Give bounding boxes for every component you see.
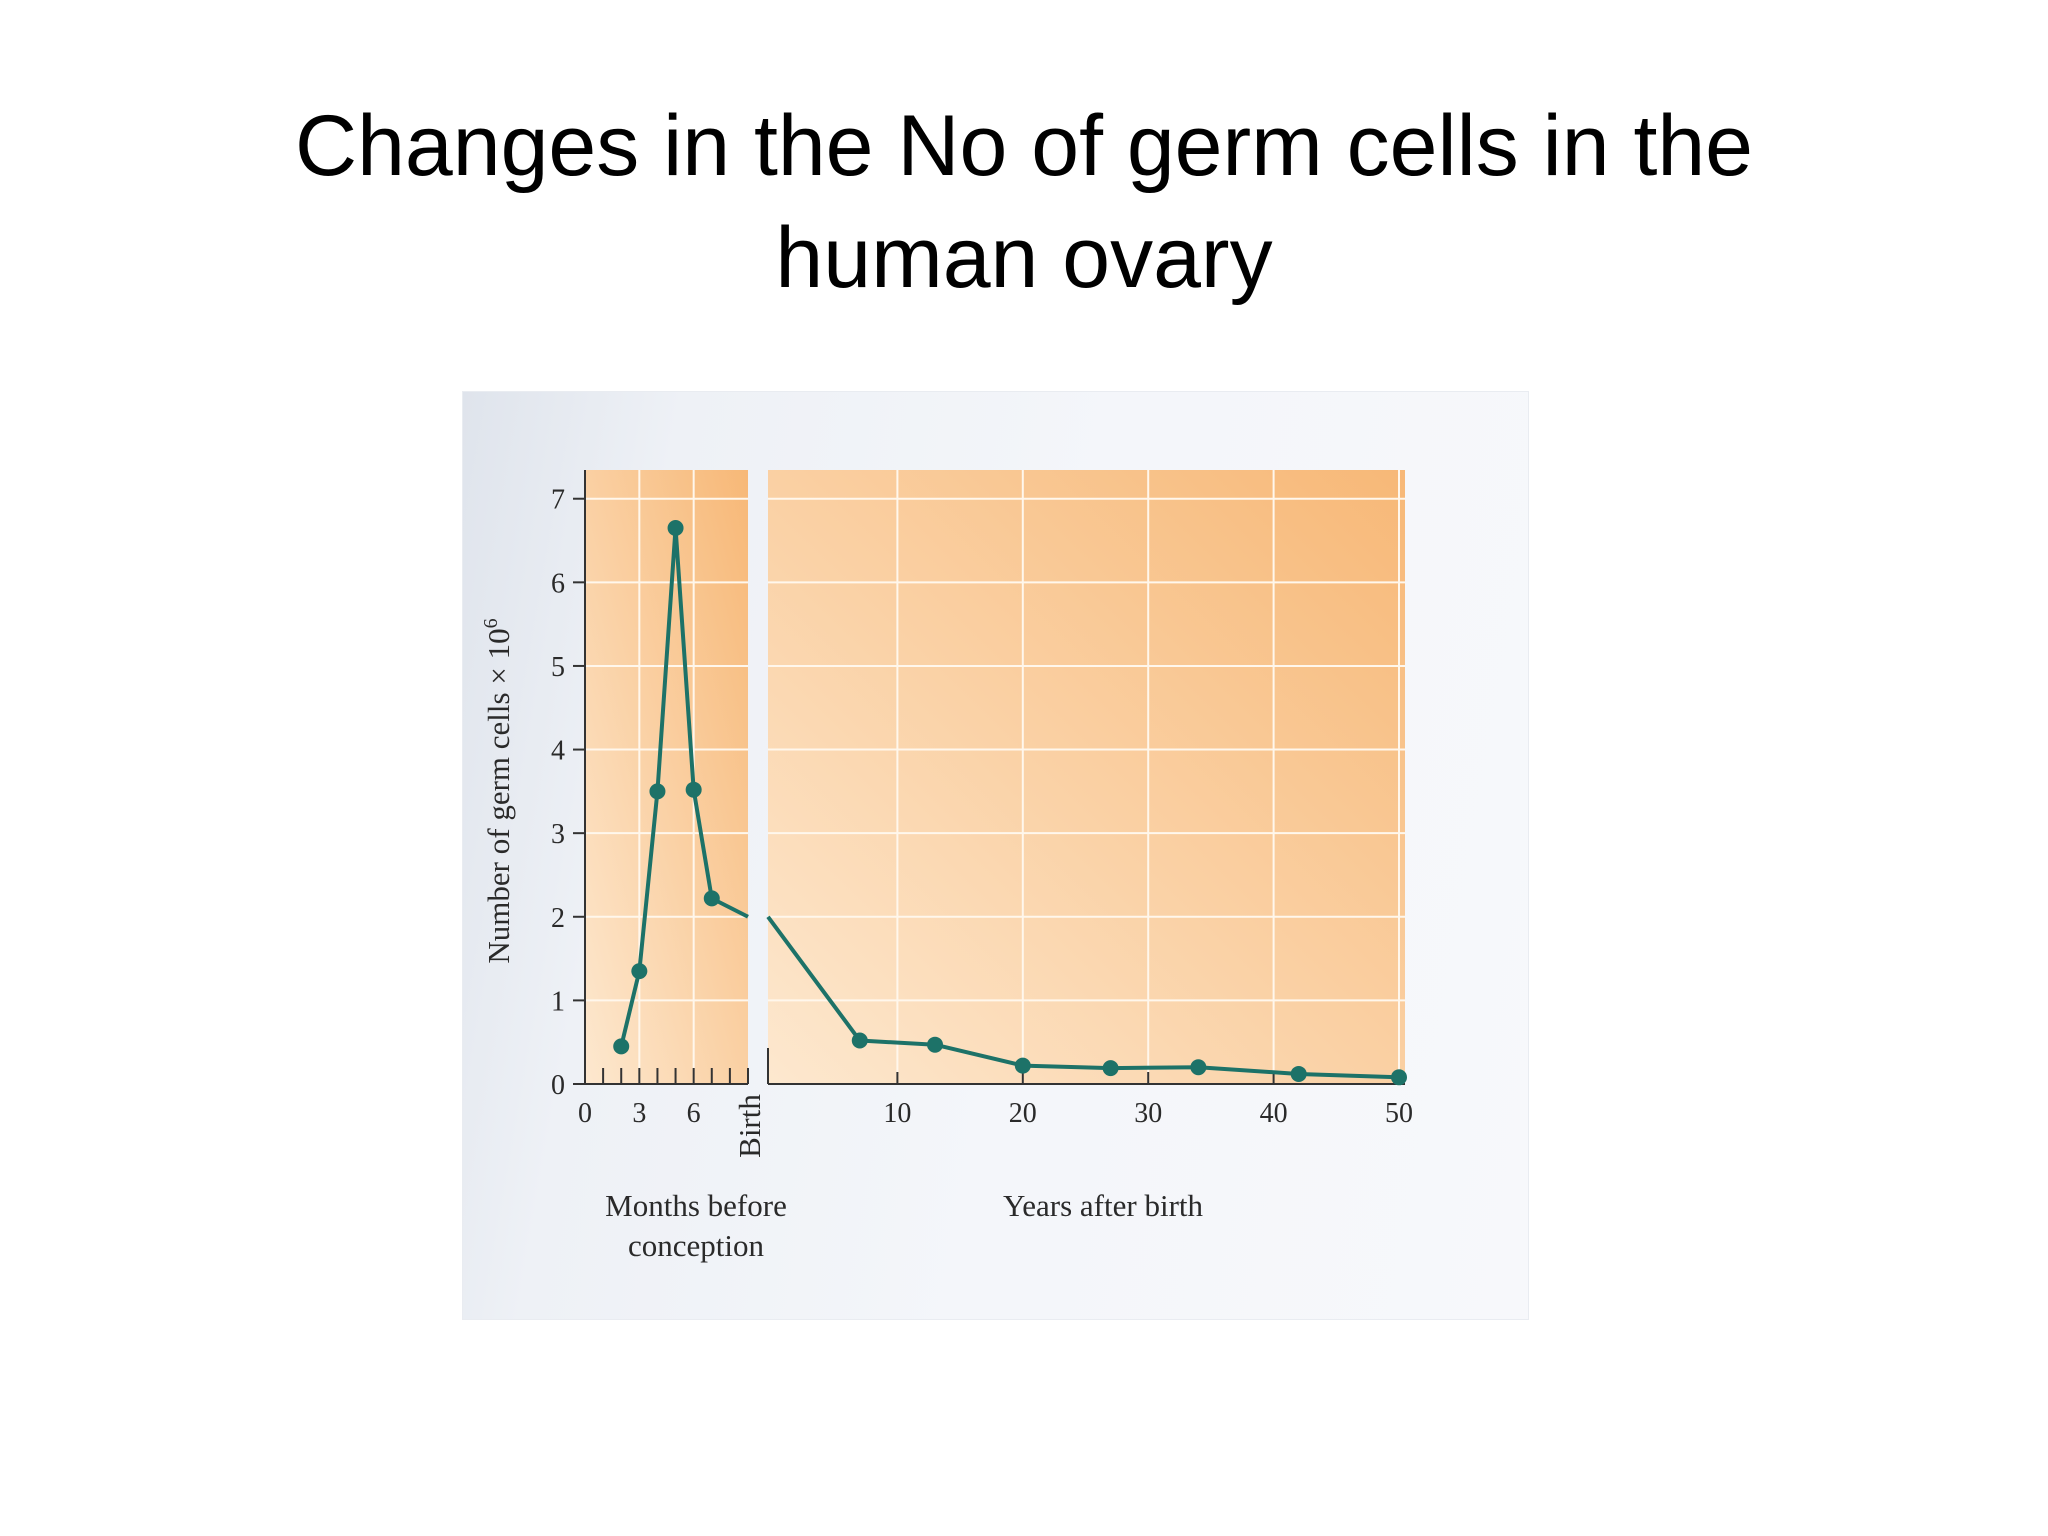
x-tick-label-postnatal: 30 bbox=[1134, 1098, 1162, 1129]
x-axis-label-postnatal: Years after birth bbox=[1003, 1188, 1204, 1223]
y-axis-label-text: Number of germ cells × 10 bbox=[481, 628, 516, 963]
y-tick-label: 3 bbox=[551, 819, 565, 850]
x-axis-label-prenatal-line1: Months before bbox=[605, 1188, 787, 1223]
data-point-postnatal bbox=[1190, 1059, 1207, 1076]
y-tick-label: 7 bbox=[551, 485, 565, 516]
data-point-postnatal bbox=[1014, 1057, 1031, 1074]
x-tick-label-prenatal: 0 bbox=[578, 1098, 592, 1129]
data-point-postnatal bbox=[851, 1032, 868, 1049]
y-tick-label: 6 bbox=[551, 568, 565, 599]
data-point-postnatal bbox=[1391, 1069, 1407, 1086]
x-tick-label-postnatal: 10 bbox=[883, 1098, 911, 1129]
y-tick-label: 1 bbox=[551, 986, 565, 1017]
data-point-prenatal bbox=[703, 890, 720, 907]
plot-area-prenatal bbox=[585, 470, 748, 1084]
grid-lines bbox=[585, 470, 1405, 1085]
axis-text: 0 1 2 3 4 5 6 7 0 3 6 10 20 30 40 50 Number of germ cell… bbox=[480, 485, 1413, 1263]
y-tick-label: 0 bbox=[551, 1070, 565, 1101]
y-tick-label: 2 bbox=[551, 903, 565, 934]
data-point-postnatal bbox=[1102, 1060, 1119, 1077]
slide-title-line-2: human ovary bbox=[775, 210, 1273, 306]
x-tick-label-postnatal: 20 bbox=[1009, 1098, 1037, 1129]
x-tick-label-postnatal: 50 bbox=[1385, 1098, 1413, 1129]
axes bbox=[573, 470, 1405, 1085]
y-tick-label: 5 bbox=[551, 652, 565, 683]
x-tick-label-prenatal: 3 bbox=[632, 1098, 646, 1129]
data-point-prenatal bbox=[613, 1038, 630, 1055]
x-tick-label-postnatal: 40 bbox=[1260, 1098, 1288, 1129]
y-tick-label: 4 bbox=[551, 736, 565, 767]
data-point-postnatal bbox=[1290, 1065, 1307, 1082]
data-point-prenatal bbox=[685, 781, 702, 798]
plot-backgrounds bbox=[585, 470, 1405, 1084]
slide-title-line-1: Changes in the No of germ cells in the bbox=[294, 98, 1753, 194]
series-germ-cells bbox=[613, 519, 1407, 1086]
germ-cell-chart: 0 1 2 3 4 5 6 7 0 3 6 10 20 30 40 50 Number of germ cell… bbox=[480, 470, 1413, 1263]
x-axis-label-prenatal-line2: conception bbox=[628, 1228, 765, 1263]
data-point-prenatal bbox=[631, 963, 648, 980]
data-point-prenatal bbox=[649, 783, 666, 800]
y-axis-label: Number of germ cells × 106 bbox=[480, 618, 516, 963]
y-axis-label-exponent: 6 bbox=[480, 618, 502, 628]
plot-area-postnatal bbox=[768, 470, 1405, 1084]
series-line-postnatal bbox=[766, 915, 1400, 1080]
birth-label: Birth bbox=[732, 1094, 767, 1158]
slide-title: Changes in the No of germ cells in the h… bbox=[0, 90, 2048, 314]
data-point-prenatal bbox=[667, 519, 684, 536]
data-point-postnatal bbox=[927, 1036, 944, 1053]
x-tick-label-prenatal: 6 bbox=[687, 1098, 701, 1129]
